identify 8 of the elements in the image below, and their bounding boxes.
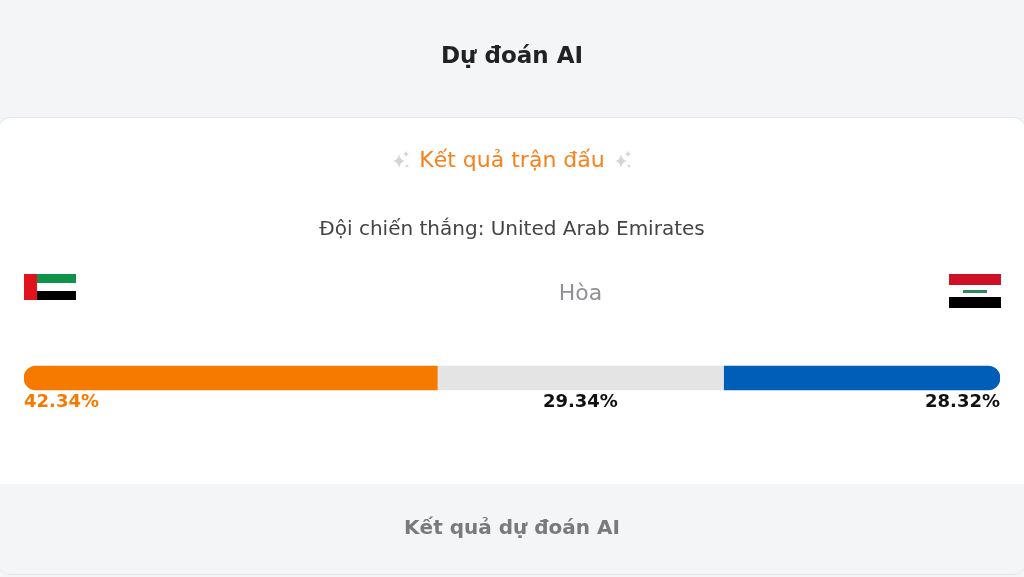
chart-subtitle: Kết quả trận đấu: [419, 147, 605, 172]
text: Kết quả dự đoán AI: [404, 515, 620, 539]
text: Đội chiến thắng: United Arab Emirates: [319, 216, 705, 240]
data-label: 42.34%: [24, 389, 99, 411]
text: Hòa: [558, 279, 603, 305]
chart-title: Dự đoán AI: [441, 42, 583, 68]
data-label: 28.32%: [925, 389, 1000, 411]
data-label: 29.34%: [542, 389, 618, 411]
